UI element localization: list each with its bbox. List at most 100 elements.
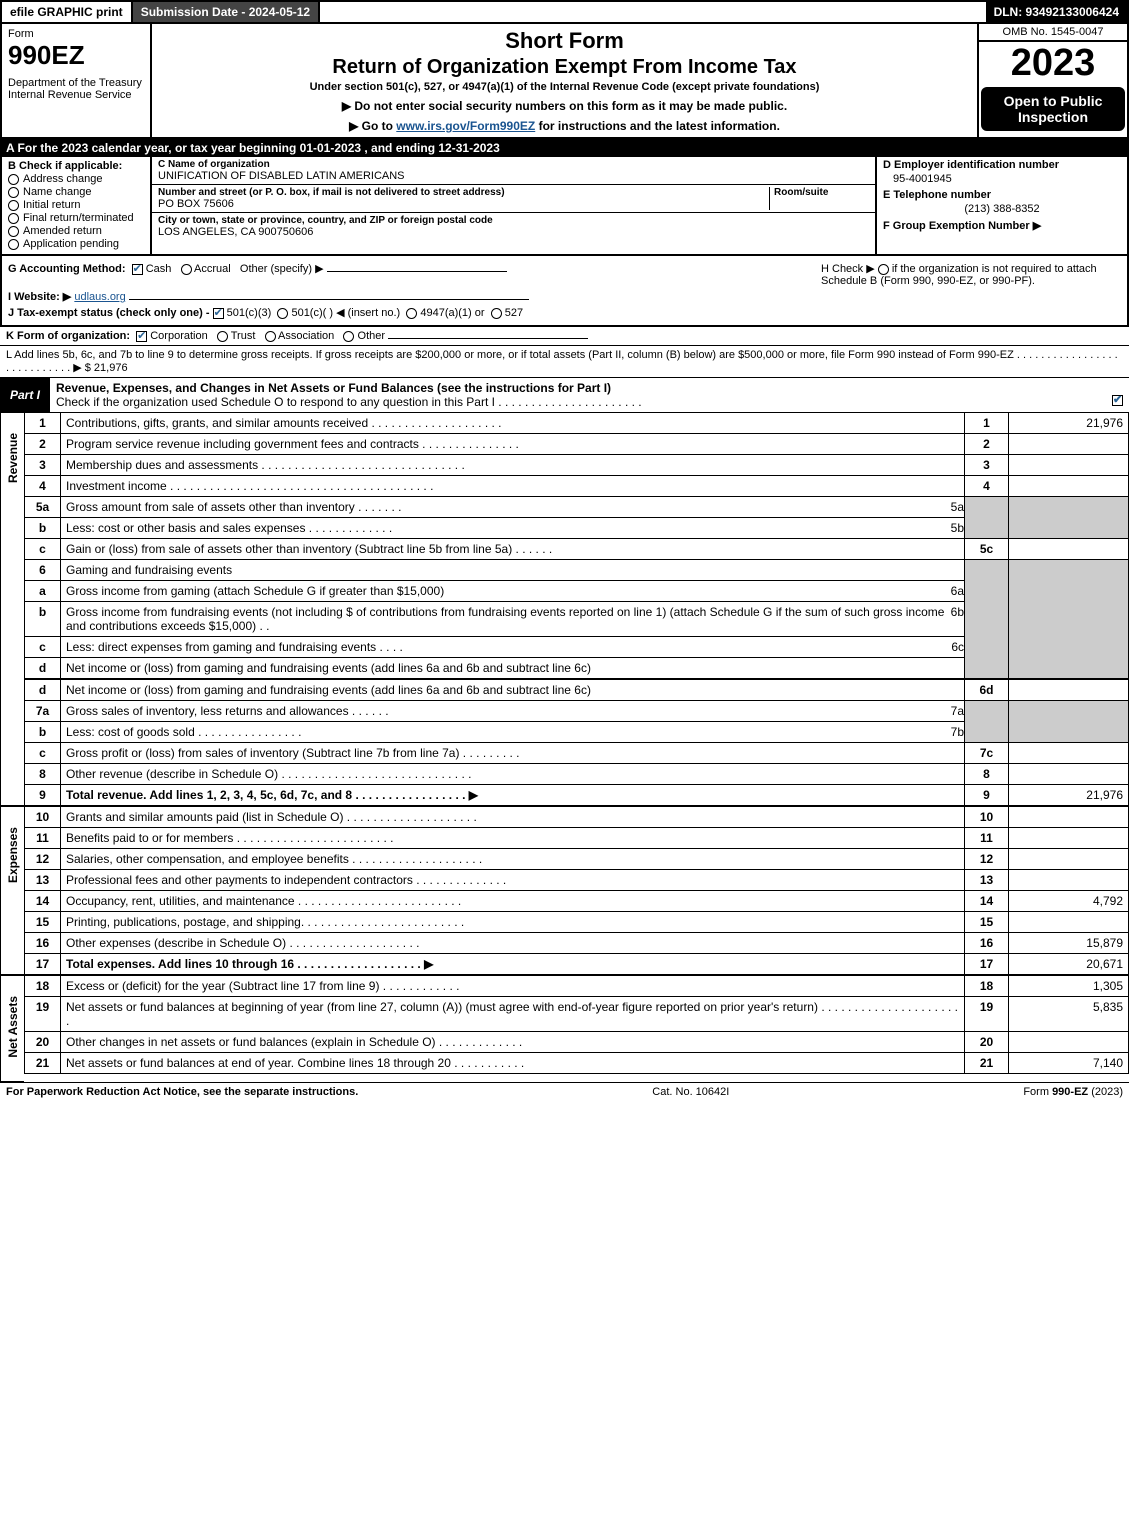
city-value: LOS ANGELES, CA 900750606 <box>158 226 869 238</box>
checkbox-icon[interactable] <box>213 308 224 319</box>
open-inspection: Open to Public Inspection <box>981 87 1125 131</box>
addr-label: Number and street (or P. O. box, if mail… <box>158 187 769 198</box>
header-left: Form 990EZ Department of the Treasury In… <box>2 24 152 137</box>
radio-icon[interactable] <box>406 308 417 319</box>
website-row: I Website: ▶ udlaus.org <box>8 290 1121 303</box>
table-row: 15Printing, publications, postage, and s… <box>25 912 1129 933</box>
table-row: 3Membership dues and assessments . . . .… <box>25 455 1129 476</box>
table-row: 9Total revenue. Add lines 1, 2, 3, 4, 5c… <box>25 785 1129 806</box>
table-row: 14Occupancy, rent, utilities, and mainte… <box>25 891 1129 912</box>
table-row: 2Program service revenue including gover… <box>25 434 1129 455</box>
col-b: B Check if applicable: Address change Na… <box>2 157 152 254</box>
table-row: aGross income from gaming (attach Schedu… <box>25 581 1129 602</box>
radio-icon[interactable] <box>8 174 19 185</box>
phone-value: (213) 388-8352 <box>883 201 1121 219</box>
part-1-title: Revenue, Expenses, and Changes in Net As… <box>50 378 1129 412</box>
tax-exempt-row: J Tax-exempt status (check only one) - 5… <box>8 306 1121 319</box>
footer-left: For Paperwork Reduction Act Notice, see … <box>6 1086 358 1098</box>
radio-icon[interactable] <box>8 200 19 211</box>
instr-2: ▶ Go to www.irs.gov/Form990EZ for instru… <box>160 119 969 133</box>
top-bar: efile GRAPHIC print Submission Date - 20… <box>0 0 1129 24</box>
col-c: C Name of organization UNIFICATION OF DI… <box>152 157 877 254</box>
table-row: 16Other expenses (describe in Schedule O… <box>25 933 1129 954</box>
submission-date: Submission Date - 2024-05-12 <box>133 2 320 22</box>
header-right: OMB No. 1545-0047 2023 Open to Public In… <box>977 24 1127 137</box>
radio-icon[interactable] <box>878 264 889 275</box>
short-form-title: Short Form <box>160 28 969 54</box>
radio-icon[interactable] <box>265 331 276 342</box>
footer-mid: Cat. No. 10642I <box>652 1086 729 1098</box>
chk-application-pending: Application pending <box>8 238 144 250</box>
table-row: bLess: cost of goods sold . . . . . . . … <box>25 722 1129 743</box>
table-row: 20Other changes in net assets or fund ba… <box>25 1032 1129 1053</box>
header-center: Short Form Return of Organization Exempt… <box>152 24 977 137</box>
chk-name-change: Name change <box>8 186 144 198</box>
table-row: cLess: direct expenses from gaming and f… <box>25 637 1129 658</box>
col-d: D Employer identification number 95-4001… <box>877 157 1127 254</box>
revenue-block: Revenue 1Contributions, gifts, grants, a… <box>0 412 1129 806</box>
org-name-row: C Name of organization UNIFICATION OF DI… <box>152 157 875 185</box>
table-row: cGross profit or (loss) from sales of in… <box>25 743 1129 764</box>
addr-value: PO BOX 75606 <box>158 198 769 210</box>
table-row: 4Investment income . . . . . . . . . . .… <box>25 476 1129 497</box>
room-label: Room/suite <box>774 187 869 198</box>
net-assets-table: 18Excess or (deficit) for the year (Subt… <box>24 975 1129 1074</box>
checkbox-icon[interactable] <box>136 331 147 342</box>
group-exemption-label: F Group Exemption Number ▶ <box>883 219 1121 232</box>
table-row: cGain or (loss) from sale of assets othe… <box>25 539 1129 560</box>
part-1-tab: Part I <box>0 385 50 405</box>
table-row: bLess: cost or other basis and sales exp… <box>25 518 1129 539</box>
chk-final-return: Final return/terminated <box>8 212 144 224</box>
radio-icon[interactable] <box>217 331 228 342</box>
revenue-table: 1Contributions, gifts, grants, and simil… <box>24 412 1129 679</box>
table-row: 5aGross amount from sale of assets other… <box>25 497 1129 518</box>
omb-number: OMB No. 1545-0047 <box>979 24 1127 42</box>
name-label: C Name of organization <box>158 159 869 170</box>
city-row: City or town, state or province, country… <box>152 213 875 240</box>
radio-icon[interactable] <box>277 308 288 319</box>
table-row: 11Benefits paid to or for members . . . … <box>25 828 1129 849</box>
net-assets-block: Net Assets 18Excess or (deficit) for the… <box>0 975 1129 1082</box>
radio-icon[interactable] <box>8 239 19 250</box>
radio-icon[interactable] <box>8 187 19 198</box>
part-1-header: Part I Revenue, Expenses, and Changes in… <box>0 378 1129 412</box>
checkbox-icon[interactable] <box>1112 395 1123 406</box>
radio-icon[interactable] <box>343 331 354 342</box>
table-row: 17Total expenses. Add lines 10 through 1… <box>25 954 1129 975</box>
info-block: B Check if applicable: Address change Na… <box>0 157 1129 256</box>
instr-2-post: for instructions and the latest informat… <box>535 119 780 133</box>
table-row: 10Grants and similar amounts paid (list … <box>25 807 1129 828</box>
subtitle: Under section 501(c), 527, or 4947(a)(1)… <box>160 81 969 93</box>
table-row: dNet income or (loss) from gaming and fu… <box>25 680 1129 701</box>
ein-value: 95-4001945 <box>883 171 1121 189</box>
l-line: L Add lines 5b, 6c, and 7b to line 9 to … <box>0 346 1129 378</box>
expenses-side-label: Expenses <box>0 806 24 975</box>
radio-icon[interactable] <box>491 308 502 319</box>
form-word: Form <box>8 28 144 40</box>
form-header: Form 990EZ Department of the Treasury In… <box>0 24 1129 139</box>
dln-label: DLN: 93492133006424 <box>986 2 1127 22</box>
irs-link[interactable]: www.irs.gov/Form990EZ <box>396 119 535 133</box>
table-row: 8Other revenue (describe in Schedule O) … <box>25 764 1129 785</box>
instr-2-pre: ▶ Go to <box>349 119 396 133</box>
table-row: 21Net assets or fund balances at end of … <box>25 1053 1129 1074</box>
instr-1: ▶ Do not enter social security numbers o… <box>160 99 969 113</box>
radio-icon[interactable] <box>8 226 19 237</box>
chk-address-change: Address change <box>8 173 144 185</box>
website-link[interactable]: udlaus.org <box>74 291 125 303</box>
k-line: K Form of organization: Corporation Trus… <box>0 327 1129 346</box>
dept-label: Department of the Treasury Internal Reve… <box>8 77 144 101</box>
checkbox-icon[interactable] <box>132 264 143 275</box>
net-assets-side-label: Net Assets <box>0 975 24 1082</box>
misc-block: G Accounting Method: Cash Accrual Other … <box>0 256 1129 327</box>
table-row: 13Professional fees and other payments t… <box>25 870 1129 891</box>
table-row: bGross income from fundraising events (n… <box>25 602 1129 637</box>
radio-icon[interactable] <box>8 213 19 224</box>
footer-right: Form 990-EZ (2023) <box>1023 1086 1123 1098</box>
page-footer: For Paperwork Reduction Act Notice, see … <box>0 1082 1129 1101</box>
table-row: 6Gaming and fundraising events <box>25 560 1129 581</box>
table-row: dNet income or (loss) from gaming and fu… <box>25 658 1129 679</box>
table-row: 19Net assets or fund balances at beginni… <box>25 997 1129 1032</box>
radio-icon[interactable] <box>181 264 192 275</box>
chk-amended-return: Amended return <box>8 225 144 237</box>
